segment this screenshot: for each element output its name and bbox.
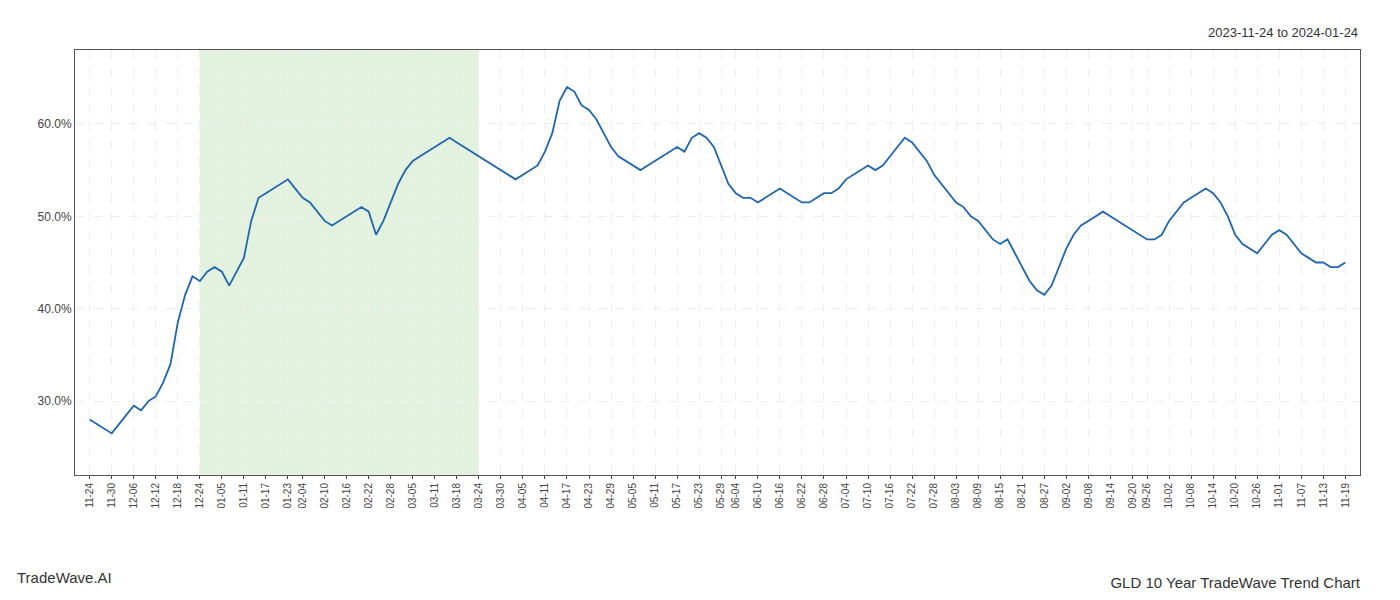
svg-text:05-17: 05-17	[671, 483, 682, 509]
svg-text:02-16: 02-16	[341, 483, 352, 509]
svg-text:09-26: 09-26	[1141, 483, 1152, 509]
svg-text:01-05: 01-05	[216, 483, 227, 509]
svg-text:06-10: 06-10	[752, 483, 763, 509]
svg-text:GLD 10 Year TradeWave Trend Ch: GLD 10 Year TradeWave Trend Chart	[1110, 574, 1360, 591]
svg-text:02-04: 02-04	[297, 483, 308, 509]
svg-text:09-20: 09-20	[1127, 483, 1138, 509]
svg-text:10-26: 10-26	[1251, 483, 1262, 509]
svg-text:11-19: 11-19	[1340, 483, 1351, 508]
svg-text:12-18: 12-18	[172, 483, 183, 509]
svg-text:08-15: 08-15	[994, 483, 1005, 509]
svg-text:05-11: 05-11	[649, 483, 660, 508]
svg-text:12-06: 12-06	[128, 483, 139, 509]
svg-text:01-17: 01-17	[260, 483, 271, 509]
svg-text:02-22: 02-22	[363, 483, 374, 509]
svg-text:05-29: 05-29	[715, 483, 726, 509]
svg-text:07-10: 07-10	[862, 483, 873, 509]
svg-text:07-16: 07-16	[884, 483, 895, 509]
svg-text:03-11: 03-11	[429, 483, 440, 508]
svg-text:02-28: 02-28	[385, 483, 396, 509]
svg-text:07-22: 07-22	[906, 483, 917, 509]
svg-text:11-07: 11-07	[1296, 483, 1307, 508]
svg-text:03-24: 03-24	[473, 483, 484, 509]
svg-text:60.0%: 60.0%	[38, 117, 72, 131]
svg-text:04-11: 04-11	[539, 483, 550, 508]
svg-text:10-14: 10-14	[1207, 483, 1218, 509]
svg-text:30.0%: 30.0%	[38, 394, 72, 408]
svg-text:TradeWave.AI: TradeWave.AI	[17, 569, 112, 586]
svg-text:11-30: 11-30	[106, 483, 117, 508]
svg-text:08-21: 08-21	[1016, 483, 1027, 509]
svg-text:2023-11-24 to 2024-01-24: 2023-11-24 to 2024-01-24	[1208, 25, 1358, 40]
svg-text:10-08: 10-08	[1185, 483, 1196, 509]
svg-text:03-05: 03-05	[407, 483, 418, 509]
svg-text:07-04: 07-04	[840, 483, 851, 509]
svg-text:04-17: 04-17	[561, 483, 572, 509]
svg-text:06-16: 06-16	[774, 483, 785, 509]
svg-text:11-13: 11-13	[1318, 483, 1329, 508]
svg-text:02-10: 02-10	[319, 483, 330, 509]
svg-text:06-28: 06-28	[818, 483, 829, 509]
svg-text:09-02: 09-02	[1061, 483, 1072, 509]
svg-text:10-02: 10-02	[1163, 483, 1174, 509]
svg-text:40.0%: 40.0%	[38, 302, 72, 316]
svg-text:05-23: 05-23	[693, 483, 704, 509]
svg-text:04-23: 04-23	[583, 483, 594, 509]
svg-text:12-24: 12-24	[194, 483, 205, 509]
svg-text:08-09: 08-09	[972, 483, 983, 509]
svg-text:03-30: 03-30	[495, 483, 506, 509]
svg-text:01-23: 01-23	[282, 483, 293, 509]
svg-text:11-24: 11-24	[84, 483, 95, 508]
svg-text:01-11: 01-11	[238, 483, 249, 508]
svg-text:09-14: 09-14	[1105, 483, 1116, 509]
svg-text:06-04: 06-04	[730, 483, 741, 509]
svg-text:07-28: 07-28	[928, 483, 939, 509]
svg-text:08-27: 08-27	[1039, 483, 1050, 509]
svg-text:50.0%: 50.0%	[38, 210, 72, 224]
svg-text:11-01: 11-01	[1273, 483, 1284, 508]
svg-text:05-05: 05-05	[627, 483, 638, 509]
svg-text:12-12: 12-12	[150, 483, 161, 509]
svg-text:08-03: 08-03	[950, 483, 961, 509]
svg-text:06-22: 06-22	[796, 483, 807, 509]
svg-text:03-18: 03-18	[451, 483, 462, 509]
svg-text:10-20: 10-20	[1229, 483, 1240, 509]
svg-text:09-08: 09-08	[1083, 483, 1094, 509]
svg-text:04-29: 04-29	[605, 483, 616, 509]
svg-text:04-05: 04-05	[517, 483, 528, 509]
